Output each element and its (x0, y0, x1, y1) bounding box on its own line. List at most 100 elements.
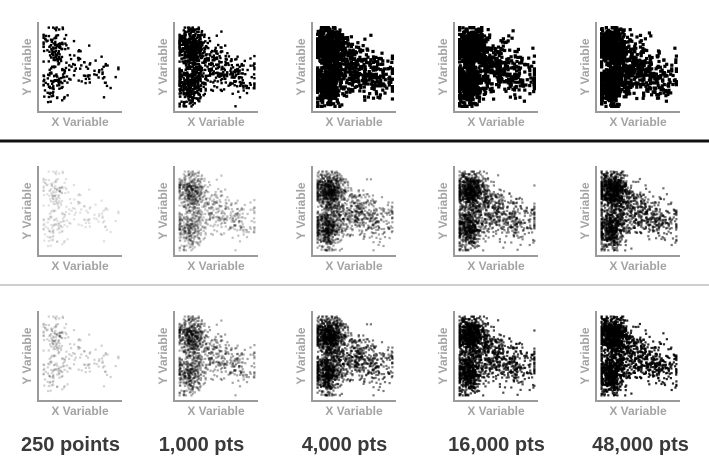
scatter-point (195, 47, 198, 50)
scatter-point (623, 82, 628, 86)
scatter-point (180, 49, 184, 53)
scatter-point (185, 66, 188, 69)
scatter-point (230, 58, 233, 61)
scatter-point (501, 48, 505, 52)
scatter-point (213, 85, 216, 88)
scatter-point (481, 40, 485, 44)
scatter-point (480, 26, 484, 30)
scatter-point (50, 48, 53, 51)
scatter-point (513, 76, 517, 80)
scatter-point (198, 97, 202, 100)
scatter-point (491, 55, 495, 59)
scatter-point (196, 35, 199, 38)
scatter-point (487, 56, 491, 60)
scatter-point (229, 69, 232, 72)
scatter-point (466, 90, 470, 94)
scatter-point (528, 69, 532, 73)
scatter-point (207, 68, 210, 71)
scatter-point (323, 81, 327, 85)
scatter-point (183, 56, 186, 60)
scatter-point (322, 61, 326, 65)
scatter-point (319, 71, 323, 75)
scatter-point (477, 66, 481, 70)
scatter-point (482, 50, 486, 54)
scatter-point (387, 80, 391, 84)
scatter-point (197, 86, 200, 89)
scatter-point (194, 72, 197, 75)
scatter-point (203, 47, 207, 51)
scatter-point (482, 88, 486, 92)
scatter-point (179, 84, 183, 87)
scatter-point (374, 90, 378, 94)
scatter-point (178, 67, 181, 70)
scatter-point (604, 104, 608, 108)
scatter-point (55, 34, 58, 37)
scatter-point (390, 89, 394, 93)
scatter-point (461, 100, 465, 105)
scatter-point (198, 43, 201, 46)
scatter-point (468, 44, 472, 48)
scatter-point (321, 78, 325, 82)
scatter-point (461, 49, 465, 53)
scatter-point (42, 49, 46, 53)
scatter-point (224, 63, 227, 66)
scatter-point (53, 79, 56, 82)
scatter-point (242, 89, 245, 92)
scatter-point (470, 83, 474, 87)
scatter-point (95, 73, 98, 77)
scatter-point (498, 50, 502, 54)
scatter-point (194, 29, 197, 32)
scatter-point (188, 82, 191, 86)
scatter-point (509, 78, 513, 82)
scatter-point (366, 55, 370, 59)
scatter-point (458, 90, 462, 94)
scatter-point (372, 87, 376, 91)
scatter-point (189, 82, 193, 85)
scatter-point (338, 31, 342, 35)
scatter-point (470, 104, 474, 108)
scatter-point (64, 33, 68, 37)
scatter-point (383, 78, 387, 82)
scatter-point (206, 79, 209, 82)
scatter-point (390, 54, 394, 58)
scatter-point (501, 44, 505, 48)
x-axis-label: X Variable (467, 115, 525, 129)
scatter-point (516, 47, 520, 51)
scatter-point (600, 65, 604, 69)
scatter-point (372, 65, 376, 69)
scatter-point (498, 66, 502, 70)
scatter-point (68, 53, 72, 57)
scatter-point (486, 28, 490, 32)
scatter-point (187, 91, 190, 94)
scatter-point (42, 41, 45, 44)
scatter-point (80, 64, 83, 67)
scatter-point (58, 77, 61, 80)
scatter-points (42, 26, 120, 104)
scatter-point (317, 78, 321, 82)
scatter-point (364, 82, 368, 86)
scatter-point (183, 30, 187, 33)
scatter-point (215, 67, 218, 70)
scatter-point (55, 44, 59, 47)
scatter-point (231, 92, 234, 95)
scatter-point (190, 105, 193, 108)
scatter-point (64, 47, 67, 51)
scatter-point (601, 28, 605, 33)
scatter-point (47, 95, 51, 99)
scatter-point (376, 67, 380, 71)
scatter-point (207, 58, 210, 61)
scatter-point (360, 79, 365, 83)
scatter-point (182, 72, 186, 75)
scatter-point (657, 59, 661, 64)
scatter-point (178, 105, 181, 108)
scatter-point (515, 59, 519, 64)
scatter-point (474, 36, 478, 40)
scatter-point (180, 100, 183, 103)
scatter-point (499, 52, 503, 56)
scatter-point (341, 58, 345, 62)
scatter-point (343, 72, 347, 76)
scatter-point (330, 69, 334, 73)
scatter-point (608, 93, 612, 97)
scatter-point (223, 68, 226, 72)
scatter-point (524, 83, 528, 87)
